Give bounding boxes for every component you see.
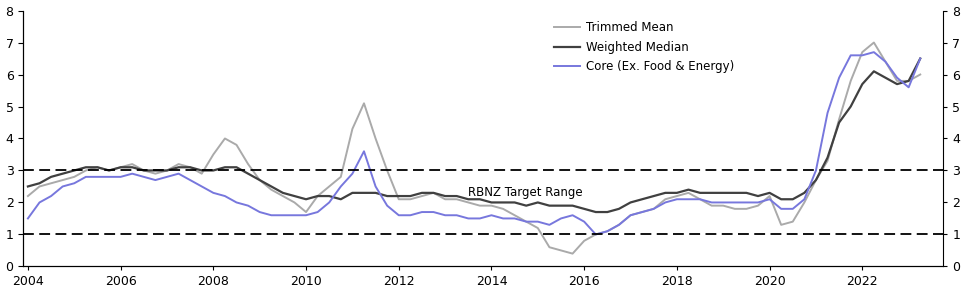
Weighted Median bbox=[590, 210, 602, 214]
Trimmed Mean bbox=[915, 73, 926, 76]
Weighted Median bbox=[80, 166, 92, 169]
Trimmed Mean bbox=[567, 252, 579, 255]
Trimmed Mean bbox=[671, 194, 683, 198]
Legend: Trimmed Mean, Weighted Median, Core (Ex. Food & Energy): Trimmed Mean, Weighted Median, Core (Ex.… bbox=[549, 16, 739, 78]
Core (Ex. Food & Energy) bbox=[474, 217, 486, 220]
Core (Ex. Food & Energy) bbox=[405, 213, 416, 217]
Trimmed Mean bbox=[474, 204, 486, 207]
Weighted Median bbox=[671, 191, 683, 195]
Text: RBNZ Target Range: RBNZ Target Range bbox=[469, 186, 582, 199]
Trimmed Mean bbox=[22, 194, 34, 198]
Weighted Median bbox=[405, 194, 416, 198]
Core (Ex. Food & Energy) bbox=[80, 175, 92, 179]
Trimmed Mean bbox=[80, 169, 92, 172]
Core (Ex. Food & Energy) bbox=[915, 57, 926, 60]
Line: Weighted Median: Weighted Median bbox=[28, 59, 921, 212]
Core (Ex. Food & Energy) bbox=[671, 198, 683, 201]
Weighted Median bbox=[173, 166, 185, 169]
Weighted Median bbox=[915, 57, 926, 60]
Core (Ex. Food & Energy) bbox=[868, 50, 880, 54]
Weighted Median bbox=[474, 198, 486, 201]
Line: Core (Ex. Food & Energy): Core (Ex. Food & Energy) bbox=[28, 52, 921, 234]
Core (Ex. Food & Energy) bbox=[173, 172, 185, 176]
Trimmed Mean bbox=[312, 194, 324, 198]
Trimmed Mean bbox=[173, 162, 185, 166]
Core (Ex. Food & Energy) bbox=[22, 217, 34, 220]
Trimmed Mean bbox=[405, 198, 416, 201]
Trimmed Mean bbox=[868, 41, 880, 44]
Core (Ex. Food & Energy) bbox=[590, 233, 602, 236]
Weighted Median bbox=[312, 194, 324, 198]
Weighted Median bbox=[22, 185, 34, 188]
Line: Trimmed Mean: Trimmed Mean bbox=[28, 43, 921, 254]
Core (Ex. Food & Energy) bbox=[312, 210, 324, 214]
